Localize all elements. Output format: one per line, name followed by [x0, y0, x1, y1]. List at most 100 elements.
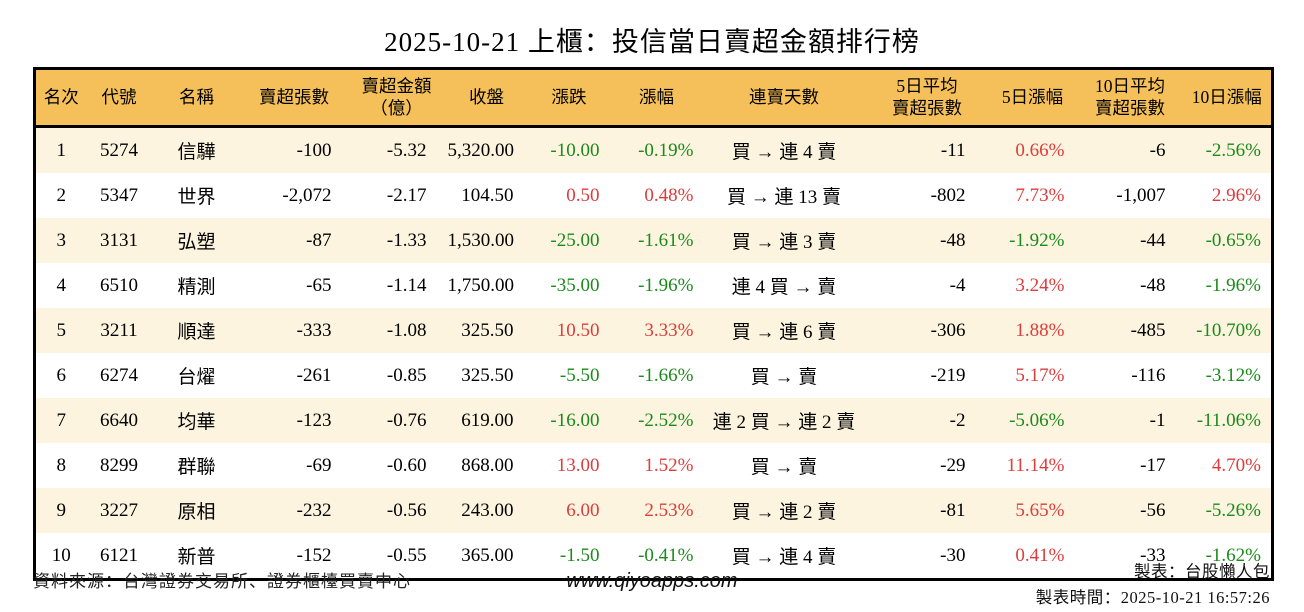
- cell-名稱: 原相: [177, 502, 216, 523]
- cell-賣超張數: -69: [306, 454, 332, 476]
- cell-漲跌: -35.00: [550, 274, 600, 296]
- cell-10日平均賣超張數: -485: [1130, 319, 1166, 341]
- cell-賣超張數: -100: [296, 139, 332, 161]
- cell-漲幅: -0.41%: [638, 544, 694, 566]
- cell-漲幅: 1.52%: [644, 454, 694, 476]
- cell-收盤: 104.50: [461, 184, 514, 206]
- cell-賣超張數: -2,072: [282, 184, 332, 206]
- cell-賣超金額（億）: -0.85: [386, 364, 427, 386]
- cell-漲幅: -1.96%: [638, 274, 694, 296]
- cell-名稱: 世界: [177, 187, 216, 208]
- cell-收盤: 1,750.00: [447, 274, 515, 296]
- cell-10日平均賣超張數: -1,007: [1116, 184, 1166, 206]
- cell-名次: 9: [56, 499, 67, 521]
- column-header-5: 收盤: [446, 68, 527, 128]
- table-row: 6 6274 台燿 -261 -0.85 325.50 -5.50 -1.66% 買 → 賣 -2…: [34, 353, 1273, 398]
- cell-漲幅: -0.19%: [638, 139, 694, 161]
- cell-代號: 6274: [100, 364, 138, 386]
- column-header-7: 漲幅: [611, 68, 702, 128]
- column-header-11: 10日平均 賣超張數: [1077, 68, 1183, 128]
- cell-5日漲幅: 1.88%: [1015, 319, 1065, 341]
- table-row: 4 6510 精測 -65 -1.14 1,750.00 -35.00 -1.96% 連 4 買…: [34, 263, 1273, 308]
- cell-賣超張數: -232: [296, 499, 332, 521]
- cell-漲跌: -10.00: [550, 139, 600, 161]
- cell-連賣天數: 連 2 買 → 連 2 賣: [712, 412, 856, 433]
- cell-名次: 5: [56, 319, 67, 341]
- maker-credit: 製表：台股懶人包: [1134, 562, 1270, 581]
- cell-名次: 6: [56, 364, 67, 386]
- cell-5日漲幅: 3.24%: [1015, 274, 1065, 296]
- column-header-1: 代號: [86, 68, 152, 128]
- cell-漲跌: 10.50: [556, 319, 600, 341]
- cell-5日漲幅: 7.73%: [1015, 184, 1065, 206]
- cell-漲跌: 0.50: [566, 184, 600, 206]
- cell-5日平均賣超張數: -29: [940, 454, 966, 476]
- column-header-0: 名次: [34, 68, 87, 128]
- footer: 資料來源：台灣證券交易所、證券櫃檯買賣中心 www.qiyoapps.com 製…: [0, 559, 1304, 612]
- column-header-6: 漲跌: [526, 68, 612, 128]
- cell-5日漲幅: 0.66%: [1015, 139, 1065, 161]
- cell-漲跌: -1.50: [559, 544, 600, 566]
- cell-5日漲幅: 11.14%: [1006, 454, 1065, 476]
- cell-名稱: 弘塑: [177, 232, 216, 253]
- cell-賣超張數: -152: [296, 544, 332, 566]
- cell-名次: 7: [56, 409, 67, 431]
- cell-賣超金額（億）: -0.60: [386, 454, 427, 476]
- ranking-table: 名次 代號 名稱 賣超張數 賣超金額 （億） 收盤 漲跌 漲幅 連賣天數 5日平均 賣超張數 5日漲幅 1…: [33, 67, 1274, 581]
- table-row: 9 3227 原相 -232 -0.56 243.00 6.00 2.53% 買 → 連 2 賣…: [34, 488, 1273, 533]
- cell-10日漲幅: -11.06%: [1196, 409, 1261, 431]
- cell-名稱: 精測: [177, 277, 216, 298]
- cell-名稱: 新普: [177, 547, 216, 568]
- cell-收盤: 325.50: [461, 319, 514, 341]
- cell-10日平均賣超張數: -44: [1140, 229, 1166, 251]
- cell-收盤: 619.00: [461, 409, 514, 431]
- column-header-4: 賣超金額 （億）: [346, 68, 447, 128]
- cell-代號: 5347: [100, 184, 138, 206]
- cell-5日平均賣超張數: -11: [940, 139, 966, 161]
- cell-10日漲幅: -3.12%: [1205, 364, 1261, 386]
- cell-漲幅: 2.53%: [644, 499, 694, 521]
- data-source-note: 資料來源：台灣證券交易所、證券櫃檯買賣中心: [33, 572, 411, 591]
- cell-漲跌: 13.00: [556, 454, 600, 476]
- cell-代號: 5274: [100, 139, 138, 161]
- cell-賣超金額（億）: -1.14: [386, 274, 427, 296]
- cell-賣超張數: -333: [296, 319, 332, 341]
- cell-5日平均賣超張數: -2: [949, 409, 966, 431]
- ranking-table-container: 名次 代號 名稱 賣超張數 賣超金額 （億） 收盤 漲跌 漲幅 連賣天數 5日平均 賣超張數 5日漲幅 1…: [33, 67, 1274, 581]
- table-row: 2 5347 世界 -2,072 -2.17 104.50 0.50 0.48% 買 → 連 1…: [34, 173, 1273, 218]
- cell-5日漲幅: -1.92%: [1009, 229, 1065, 251]
- cell-代號: 3227: [100, 499, 138, 521]
- cell-5日平均賣超張數: -48: [940, 229, 966, 251]
- cell-連賣天數: 買 → 連 6 賣: [731, 322, 837, 343]
- page-title: 2025-10-21 上櫃：投信當日賣超金額排行榜: [384, 27, 920, 57]
- cell-賣超金額（億）: -1.08: [386, 319, 427, 341]
- cell-10日漲幅: 4.70%: [1211, 454, 1261, 476]
- table-row: 1 5274 信驊 -100 -5.32 5,320.00 -10.00 -0.19% 買 → …: [34, 126, 1273, 173]
- cell-賣超金額（億）: -0.55: [386, 544, 427, 566]
- column-header-9: 5日平均 賣超張數: [866, 68, 988, 128]
- cell-連賣天數: 買 → 連 4 賣: [731, 142, 837, 163]
- cell-代號: 6640: [100, 409, 138, 431]
- cell-漲幅: 3.33%: [644, 319, 694, 341]
- cell-5日平均賣超張數: -306: [930, 319, 966, 341]
- cell-10日漲幅: -1.96%: [1205, 274, 1261, 296]
- cell-連賣天數: 買 → 連 3 賣: [731, 232, 837, 253]
- cell-名次: 1: [56, 139, 67, 161]
- cell-5日漲幅: -5.06%: [1009, 409, 1065, 431]
- cell-漲跌: -16.00: [550, 409, 600, 431]
- cell-連賣天數: 買 → 連 4 賣: [731, 547, 837, 568]
- cell-連賣天數: 買 → 連 2 賣: [731, 502, 837, 523]
- cell-10日平均賣超張數: -116: [1131, 364, 1166, 386]
- cell-名次: 3: [56, 229, 67, 251]
- cell-賣超金額（億）: -1.33: [386, 229, 427, 251]
- cell-名稱: 台燿: [177, 367, 216, 388]
- cell-賣超金額（億）: -5.32: [386, 139, 427, 161]
- cell-名稱: 順達: [177, 322, 216, 343]
- cell-5日漲幅: 5.17%: [1015, 364, 1065, 386]
- cell-漲幅: -2.52%: [638, 409, 694, 431]
- cell-10日漲幅: -5.26%: [1205, 499, 1261, 521]
- cell-漲幅: -1.61%: [638, 229, 694, 251]
- cell-漲跌: -5.50: [559, 364, 600, 386]
- cell-收盤: 365.00: [461, 544, 514, 566]
- site-url: www.qiyoapps.com: [566, 570, 738, 592]
